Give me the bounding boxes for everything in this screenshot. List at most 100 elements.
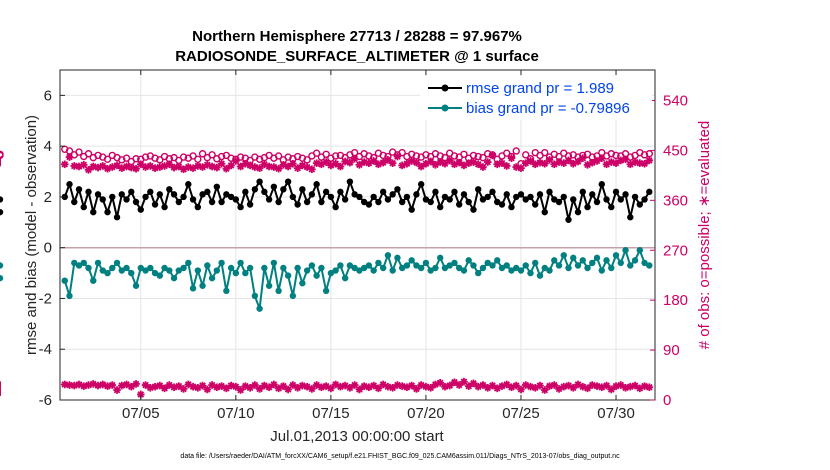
y2-tick-label: 90 xyxy=(663,342,680,359)
asterisk-stroke xyxy=(242,160,249,168)
data-point xyxy=(261,188,268,196)
data-point xyxy=(223,287,230,295)
data-point xyxy=(161,264,168,272)
data-point xyxy=(294,264,301,272)
data-point xyxy=(322,287,330,295)
data-point xyxy=(66,181,73,188)
possible-obs-point xyxy=(198,150,207,158)
possible-obs-point xyxy=(189,152,197,160)
evaluated-obs-point xyxy=(293,164,302,172)
asterisk-stroke xyxy=(161,385,168,392)
data-point xyxy=(489,188,496,196)
data-point xyxy=(265,282,273,289)
asterisk-stroke xyxy=(413,159,420,166)
x-tick-label: 07/20 xyxy=(407,405,445,422)
asterisk-stroke xyxy=(446,157,454,164)
data-point xyxy=(132,198,140,206)
x-tick-label: 07/15 xyxy=(312,405,350,422)
evaluated-obs-point xyxy=(165,160,174,169)
data-point xyxy=(156,191,164,198)
data-point xyxy=(337,188,344,196)
data-point xyxy=(574,262,582,269)
evaluated-obs-point xyxy=(350,154,359,163)
data-point xyxy=(75,262,83,269)
evaluated-obs-point xyxy=(431,161,440,169)
asterisk-stroke xyxy=(189,383,197,391)
data-point xyxy=(417,264,425,272)
evaluated-obs-point xyxy=(488,151,497,160)
data-point xyxy=(456,264,463,272)
asterisk-stroke xyxy=(536,382,544,389)
asterisk-stroke xyxy=(61,160,69,168)
data-point xyxy=(223,191,230,198)
asterisk-stroke xyxy=(403,160,411,168)
data-point xyxy=(527,269,534,277)
y-axis-label: rmse and bias (model - observation) xyxy=(23,115,40,355)
asterisk-stroke xyxy=(75,381,83,388)
possible-obs-point xyxy=(156,156,164,164)
asterisk-stroke xyxy=(451,378,458,386)
asterisk-stroke xyxy=(123,163,130,170)
data-point xyxy=(90,277,97,284)
possible-obs-point xyxy=(612,151,620,160)
legend-box xyxy=(420,76,652,120)
evaluated-obs-point xyxy=(374,384,383,393)
asterisk-stroke xyxy=(645,383,653,391)
possible-obs-point xyxy=(103,155,112,163)
asterisk-stroke xyxy=(441,160,449,168)
data-point xyxy=(318,264,325,272)
possible-obs-point xyxy=(179,153,188,161)
evaluated-obs-point xyxy=(308,165,316,174)
asterisk-stroke xyxy=(218,160,225,168)
data-point xyxy=(389,191,396,198)
data-point xyxy=(593,198,601,206)
asterisk-stroke xyxy=(108,381,116,389)
data-point xyxy=(475,186,482,193)
x-tick-label: 07/25 xyxy=(502,405,540,422)
possible-obs-point xyxy=(365,152,373,160)
asterisk-stroke xyxy=(379,159,387,166)
data-point xyxy=(189,196,197,203)
data-point xyxy=(622,191,629,198)
data-point xyxy=(346,178,354,185)
data-point xyxy=(327,193,335,201)
data-point xyxy=(261,264,268,272)
data-point xyxy=(608,264,615,272)
data-point xyxy=(555,262,563,269)
data-point xyxy=(256,178,263,185)
data-point xyxy=(375,259,382,267)
asterisk-stroke xyxy=(204,386,211,393)
possible-obs-point xyxy=(422,151,430,159)
asterisk-stroke xyxy=(579,154,587,162)
data-point xyxy=(489,262,496,269)
asterisk-stroke xyxy=(517,164,525,172)
data-point xyxy=(570,254,577,262)
asterisk-stroke xyxy=(565,382,572,389)
data-point xyxy=(94,259,102,267)
data-point xyxy=(551,196,558,203)
asterisk-stroke xyxy=(379,381,387,388)
data-point xyxy=(479,264,487,272)
data-point xyxy=(436,203,444,211)
data-point xyxy=(185,259,192,267)
data-point xyxy=(303,267,311,274)
data-point xyxy=(398,264,406,272)
possible-obs-point xyxy=(460,150,468,159)
data-point xyxy=(213,183,221,190)
data-point xyxy=(475,269,482,277)
evaluated-obs-point xyxy=(640,382,649,390)
data-point xyxy=(90,208,97,216)
data-point xyxy=(479,196,487,203)
data-point xyxy=(147,188,154,196)
evaluated-obs-point xyxy=(369,381,378,390)
possible-obs-point xyxy=(118,156,126,164)
data-point xyxy=(465,257,472,264)
asterisk-stroke xyxy=(80,161,88,169)
possible-obs-point xyxy=(151,154,159,162)
asterisk-stroke xyxy=(631,382,639,389)
asterisk-stroke xyxy=(460,378,468,386)
asterisk-stroke xyxy=(351,381,358,389)
data-point xyxy=(441,193,449,201)
data-point xyxy=(460,191,468,198)
asterisk-stroke xyxy=(360,158,368,166)
